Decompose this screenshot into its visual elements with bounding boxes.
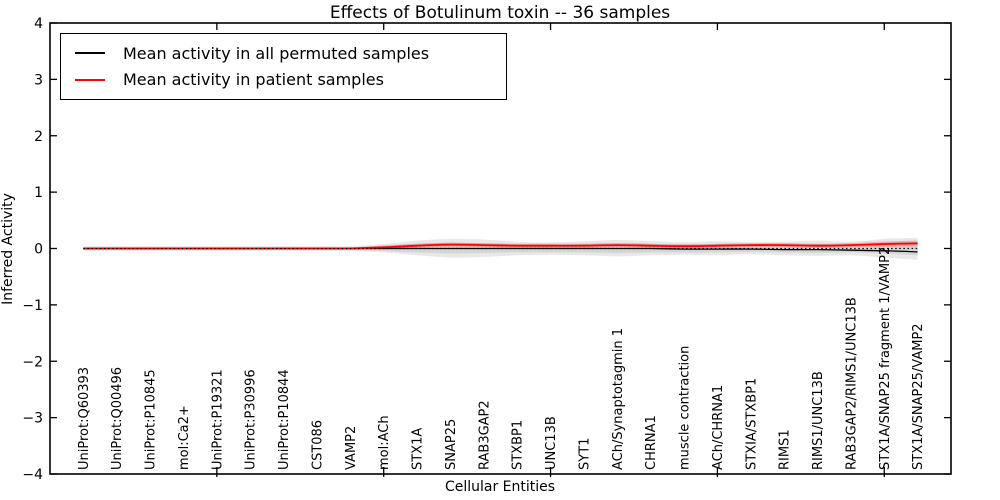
x-category-label: RIMS1 [778,429,793,470]
x-category-label: RAB3GAP2 [477,400,492,470]
y-tick-label: 2 [34,129,43,145]
y-tick-label: −2 [22,354,43,370]
x-category-label: mol:Ca2+ [177,405,192,470]
x-category-label: UniProt:P10844 [277,369,292,470]
x-category-label: VAMP2 [344,426,359,470]
x-category-label: RAB3GAP2/RIMS1/UNC13B [844,297,859,470]
x-category-label: CHRNA1 [644,415,659,470]
x-category-label: UniProt:P30996 [244,369,259,470]
legend-line-swatch-red [75,78,105,81]
x-category-label: UniProt:Q60393 [77,367,92,470]
x-category-label: UNC13B [544,416,559,470]
x-category-label: STX1A/SNAP25/VAMP2 [911,323,926,470]
legend-line-swatch-black [75,52,105,55]
legend-label-permuted: Mean activity in all permuted samples [123,43,430,63]
legend-entry-patient: Mean activity in patient samples [75,70,492,89]
y-tick-label: −4 [22,467,43,483]
y-tick-label: −3 [22,411,43,427]
y-tick-label: 4 [34,16,43,32]
y-axis-label: Inferred Activity [0,193,16,305]
x-category-label: CST086 [310,420,325,470]
y-tick-label: 0 [34,242,43,258]
x-category-label: ACh/CHRNA1 [711,385,726,470]
legend-label-patient: Mean activity in patient samples [123,70,384,90]
legend-entry-permuted: Mean activity in all permuted samples [75,44,492,63]
x-category-label: UniProt:P10845 [144,369,159,470]
x-category-label: muscle contraction [678,346,693,470]
x-category-label: SYT1 [577,438,592,470]
chart-title: Effects of Botulinum toxin -- 36 samples [329,3,671,23]
x-category-label: STX1A [411,428,426,470]
x-category-label: STXBP1 [511,420,526,470]
legend: Mean activity in all permuted samples Me… [60,33,507,100]
y-tick-label: −1 [22,298,43,314]
x-category-label: mol:ACh [377,415,392,470]
y-tick-label: 3 [34,72,43,88]
x-category-label: STXIA/STXBP1 [744,378,759,470]
x-category-label: SNAP25 [444,419,459,470]
x-axis-label: Cellular Entities [444,479,556,495]
x-category-label: UniProt:Q00496 [110,367,125,470]
y-tick-label: 1 [34,185,43,201]
x-category-label: RIMS1/UNC13B [811,371,826,470]
x-category-label: UniProt:P19321 [210,369,225,470]
x-category-label: ACh/Synaptotagmin 1 [611,328,626,470]
x-category-label: STX1A/SNAP25 fragment 1/VAMP2 [878,247,893,470]
